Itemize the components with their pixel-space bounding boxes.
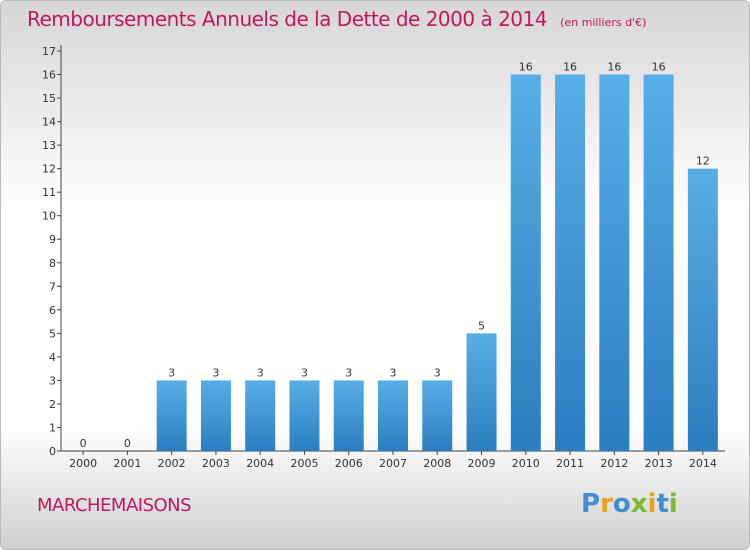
chart-title-main: Remboursements Annuels de la Dette de 20… [27, 7, 547, 31]
y-tick-label: 4 [49, 351, 56, 364]
x-tick-label: 2002 [158, 457, 186, 470]
data-label-2014: 12 [696, 155, 710, 168]
data-label-2002: 3 [168, 366, 175, 379]
data-label-2006: 3 [345, 366, 352, 379]
y-tick-label: 11 [42, 186, 56, 199]
x-tick-label: 2004 [246, 457, 274, 470]
y-tick-label: 3 [49, 374, 56, 387]
x-tick-label: 2000 [69, 457, 97, 470]
data-label-2010: 16 [519, 61, 533, 74]
data-label-2008: 3 [434, 366, 441, 379]
chart-bars [156, 74, 718, 451]
data-label-2009: 5 [478, 319, 485, 332]
y-tick-label: 14 [42, 116, 56, 129]
chart-data-labels: 0 0 3 3 3 3 3 3 3 5 16 16 16 16 12 [80, 61, 710, 450]
y-tick-label: 17 [42, 45, 56, 58]
bar-2009 [466, 333, 497, 451]
bar-2013 [643, 74, 674, 451]
chart-title-unit: (en milliers d'€) [560, 16, 647, 29]
chart-title: Remboursements Annuels de la Dette de 20… [27, 7, 646, 31]
x-tick-label: 2001 [113, 457, 141, 470]
y-tick-label: 15 [42, 92, 56, 105]
y-tick-label: 7 [49, 280, 56, 293]
bar-2002 [156, 380, 187, 451]
bar-2008 [422, 380, 453, 451]
x-tick-label: 2003 [202, 457, 230, 470]
data-label-2007: 3 [390, 366, 397, 379]
y-tick-label: 2 [49, 398, 56, 411]
x-tick-label: 2005 [290, 457, 318, 470]
y-tick-label: 8 [49, 257, 56, 270]
data-label-2003: 3 [212, 366, 219, 379]
data-label-2001: 0 [124, 437, 131, 450]
y-tick-label: 6 [49, 304, 56, 317]
data-label-2012: 16 [607, 61, 621, 74]
logo-letter: P [581, 489, 601, 519]
logo-letter: x [630, 489, 648, 519]
bar-2010 [510, 74, 541, 451]
data-label-2000: 0 [80, 437, 87, 450]
logo-letter: t [656, 489, 669, 519]
bar-2012 [599, 74, 630, 451]
x-tick-label: 2014 [689, 457, 717, 470]
proxiti-logo: Proxiti [581, 489, 678, 519]
bar-2004 [245, 380, 276, 451]
y-tick-label: 5 [49, 327, 56, 340]
data-label-2005: 3 [301, 366, 308, 379]
logo-letter: r [600, 489, 613, 519]
data-label-2013: 16 [652, 61, 666, 74]
x-tick-label: 2012 [600, 457, 628, 470]
y-tick-label: 10 [42, 210, 56, 223]
x-tick-label: 2006 [335, 457, 363, 470]
x-tick-label: 2011 [556, 457, 584, 470]
logo-letter: i [647, 489, 657, 519]
x-tick-label: 2007 [379, 457, 407, 470]
x-tick-label: 2013 [645, 457, 673, 470]
y-tick-label: 9 [49, 233, 56, 246]
data-label-2011: 16 [563, 61, 577, 74]
logo-letter: o [612, 489, 631, 519]
data-label-2004: 3 [257, 366, 264, 379]
bar-2007 [378, 380, 408, 451]
y-tick-label: 1 [49, 421, 56, 434]
logo-letter: i [668, 489, 678, 519]
bar-2006 [333, 380, 364, 451]
x-tick-label: 2010 [512, 457, 540, 470]
x-tick-label: 2008 [423, 457, 451, 470]
commune-name: MARCHEMAISONS [37, 495, 192, 516]
y-tick-label: 0 [49, 445, 56, 458]
y-tick-label: 12 [42, 163, 56, 176]
bar-2003 [200, 380, 231, 451]
bar-2014 [687, 168, 718, 451]
x-tick-label: 2009 [468, 457, 496, 470]
y-tick-label: 16 [42, 69, 56, 82]
bar-2011 [555, 74, 586, 451]
y-tick-label: 13 [42, 139, 56, 152]
bar-2005 [289, 380, 320, 451]
